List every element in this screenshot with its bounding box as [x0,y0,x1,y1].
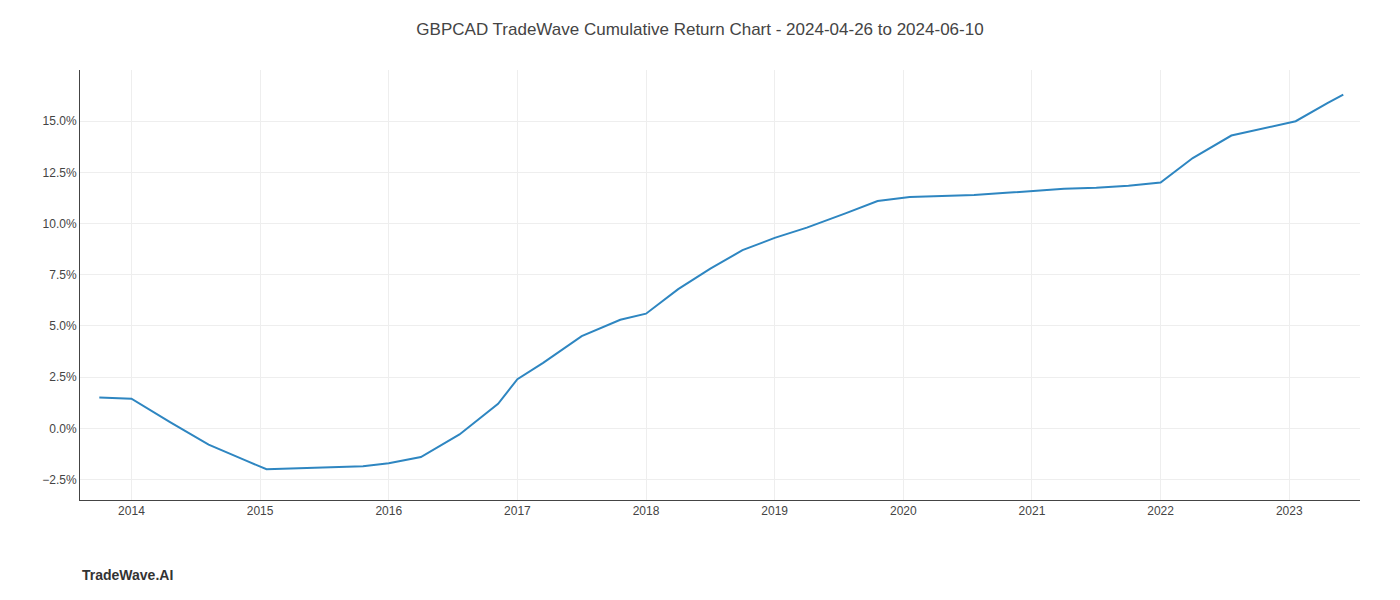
svg-text:2014: 2014 [118,504,145,518]
svg-text:12.5%: 12.5% [43,166,77,180]
svg-text:2017: 2017 [504,504,531,518]
svg-text:2018: 2018 [633,504,660,518]
svg-text:2016: 2016 [375,504,402,518]
svg-text:10.0%: 10.0% [43,217,77,231]
svg-text:7.5%: 7.5% [49,268,77,282]
svg-text:2020: 2020 [890,504,917,518]
svg-text:2015: 2015 [247,504,274,518]
svg-text:GBPCAD TradeWave Cumulative Re: GBPCAD TradeWave Cumulative Return Chart… [416,20,983,39]
svg-text:2.5%: 2.5% [49,370,77,384]
svg-text:2022: 2022 [1147,504,1174,518]
svg-text:2021: 2021 [1019,504,1046,518]
svg-text:0.0%: 0.0% [49,422,77,436]
svg-text:15.0%: 15.0% [43,114,77,128]
svg-text:TradeWave.AI: TradeWave.AI [82,567,173,583]
svg-text:−2.5%: −2.5% [42,473,77,487]
svg-text:2019: 2019 [761,504,788,518]
svg-text:5.0%: 5.0% [49,319,77,333]
svg-text:2023: 2023 [1276,504,1303,518]
